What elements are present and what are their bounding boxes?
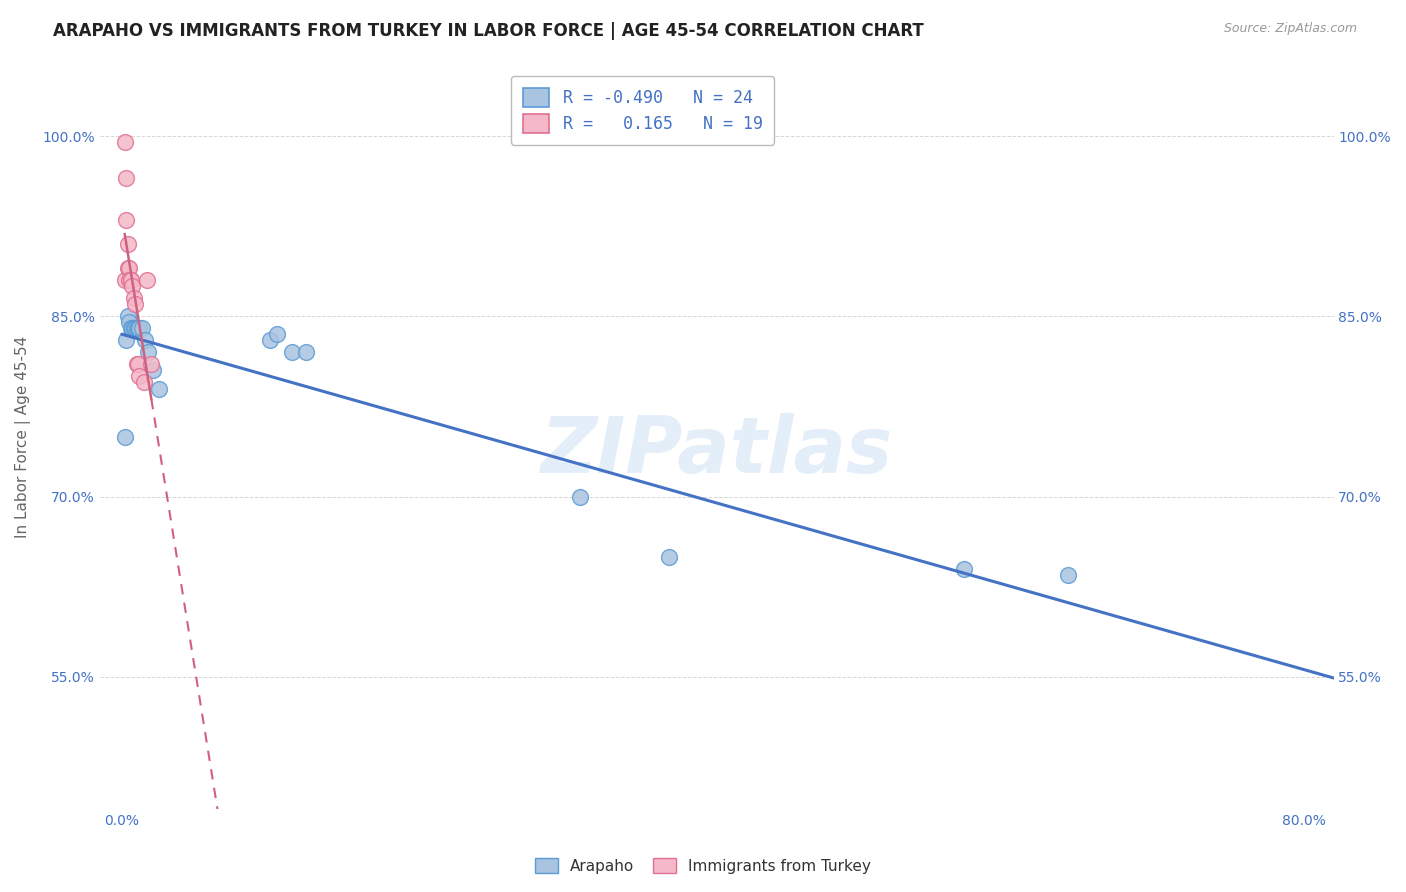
Point bbox=[134, 334, 156, 348]
Point bbox=[115, 213, 138, 227]
Point bbox=[121, 279, 143, 293]
Point bbox=[127, 358, 149, 372]
Point bbox=[121, 321, 143, 335]
Point bbox=[266, 327, 288, 342]
Text: ARAPAHO VS IMMIGRANTS FROM TURKEY IN LABOR FORCE | AGE 45-54 CORRELATION CHART: ARAPAHO VS IMMIGRANTS FROM TURKEY IN LAB… bbox=[53, 22, 924, 40]
Point bbox=[120, 321, 142, 335]
Point bbox=[117, 310, 139, 324]
Point bbox=[141, 358, 163, 372]
Point bbox=[124, 297, 146, 311]
Text: Source: ZipAtlas.com: Source: ZipAtlas.com bbox=[1223, 22, 1357, 36]
Point bbox=[117, 261, 139, 276]
Point bbox=[115, 171, 138, 186]
Point bbox=[125, 358, 148, 372]
Point bbox=[118, 273, 141, 287]
Legend: R = -0.490   N = 24, R =   0.165   N = 19: R = -0.490 N = 24, R = 0.165 N = 19 bbox=[510, 76, 775, 145]
Point bbox=[568, 490, 591, 504]
Legend: Arapaho, Immigrants from Turkey: Arapaho, Immigrants from Turkey bbox=[529, 852, 877, 880]
Point bbox=[122, 292, 145, 306]
Point bbox=[117, 237, 139, 252]
Point bbox=[148, 382, 170, 396]
Y-axis label: In Labor Force | Age 45-54: In Labor Force | Age 45-54 bbox=[15, 335, 31, 538]
Point bbox=[115, 334, 138, 348]
Point bbox=[128, 321, 150, 335]
Point bbox=[118, 315, 141, 329]
Point bbox=[114, 273, 136, 287]
Point bbox=[132, 376, 155, 390]
Point bbox=[138, 345, 160, 359]
Point bbox=[295, 345, 318, 359]
Point bbox=[657, 549, 679, 564]
Point bbox=[280, 345, 302, 359]
Point bbox=[128, 369, 150, 384]
Point bbox=[953, 562, 976, 576]
Point bbox=[124, 321, 146, 335]
Point bbox=[259, 334, 281, 348]
Point bbox=[135, 273, 157, 287]
Point bbox=[120, 273, 142, 287]
Point bbox=[125, 321, 148, 335]
Point bbox=[114, 135, 136, 149]
Point bbox=[1056, 567, 1078, 582]
Point bbox=[131, 321, 153, 335]
Text: ZIPatlas: ZIPatlas bbox=[540, 414, 893, 490]
Point bbox=[122, 321, 145, 335]
Point bbox=[142, 363, 165, 377]
Point bbox=[114, 429, 136, 443]
Point bbox=[118, 261, 141, 276]
Point bbox=[127, 321, 149, 335]
Point bbox=[120, 273, 142, 287]
